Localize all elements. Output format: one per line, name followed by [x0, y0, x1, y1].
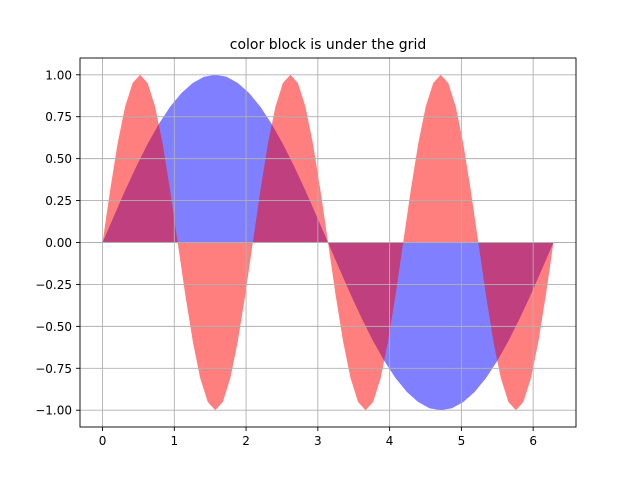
x-tick-label: 5	[458, 434, 466, 448]
x-tick-label: 1	[170, 434, 178, 448]
y-tick-label: −0.25	[35, 278, 72, 292]
y-tick-label: 1.00	[45, 68, 72, 82]
y-tick-label: 0.00	[45, 236, 72, 250]
y-tick-label: −0.50	[35, 320, 72, 334]
y-tick-label: 0.75	[45, 110, 72, 124]
y-axis: −1.00 −0.75 −0.50 −0.25 0.00 0.25 0.50 0.75 1.00	[35, 68, 80, 418]
y-tick-label: −1.00	[35, 404, 72, 418]
x-tick-label: 3	[314, 434, 322, 448]
chart-title: color block is under the grid	[230, 37, 426, 53]
x-tick-label: 0	[99, 434, 107, 448]
y-tick-label: 0.50	[45, 152, 72, 166]
y-tick-label: 0.25	[45, 194, 72, 208]
grid-layer	[80, 58, 576, 427]
x-tick-label: 4	[386, 434, 394, 448]
x-tick-label: 2	[242, 434, 250, 448]
y-tick-label: −0.75	[35, 362, 72, 376]
x-tick-label: 6	[529, 434, 537, 448]
x-axis: 0 1 2 3 4 5 6	[99, 427, 537, 448]
